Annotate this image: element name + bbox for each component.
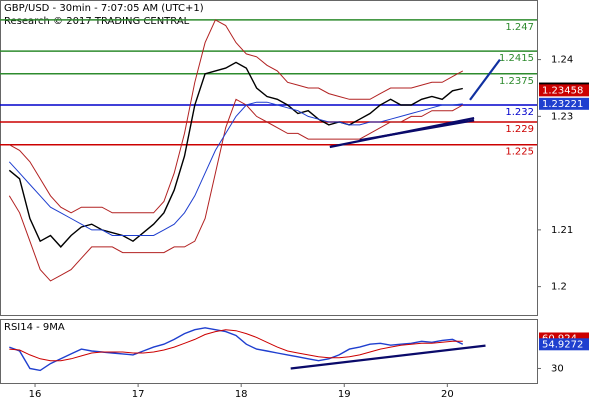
x-tick-label: 16 xyxy=(29,389,42,400)
series-line xyxy=(8,61,463,248)
price-tag xyxy=(539,84,589,97)
x-tick-label: 18 xyxy=(235,389,248,400)
series-line xyxy=(8,98,464,282)
x-tick-label: 17 xyxy=(132,389,145,400)
rsi-title: RSI14 - 9MA xyxy=(4,322,65,333)
level-label: 1.2415 xyxy=(499,53,534,64)
rsi-frame xyxy=(0,319,538,384)
chart-title: GBP/USD - 30min - 7:07:05 AM (UTC+1) xyxy=(4,3,204,14)
trend-line xyxy=(469,58,501,101)
series-line xyxy=(9,329,463,362)
series-line xyxy=(8,101,463,236)
price-frame xyxy=(0,0,538,316)
level-label: 1.225 xyxy=(505,147,534,158)
x-tick-label: 20 xyxy=(441,389,454,400)
trend-line xyxy=(290,344,486,370)
level-label: 1.247 xyxy=(505,22,534,33)
price-tag-label: 1.23458 xyxy=(542,85,583,96)
price-tag xyxy=(539,97,589,110)
series-line xyxy=(9,327,464,372)
y-tick-label: 1.23 xyxy=(551,111,573,122)
y-tick-label: 1.24 xyxy=(551,55,573,66)
y-tick-label: 30 xyxy=(551,363,564,374)
level-label: 1.229 xyxy=(505,124,534,135)
price-tag-label: 54.9272 xyxy=(542,339,583,350)
level-label: 1.232 xyxy=(505,107,534,118)
y-tick-label: 1.2 xyxy=(551,282,567,293)
level-label: 1.2375 xyxy=(499,76,534,87)
series-line xyxy=(9,19,464,214)
trend-line xyxy=(359,119,475,142)
price-tag-label: 1.23221 xyxy=(542,99,583,110)
price-tag xyxy=(539,338,589,351)
y-tick-label: 1.21 xyxy=(551,225,573,236)
x-tick-label: 19 xyxy=(338,389,351,400)
chart-subtitle: Research © 2017 TRADING CENTRAL xyxy=(4,16,190,27)
